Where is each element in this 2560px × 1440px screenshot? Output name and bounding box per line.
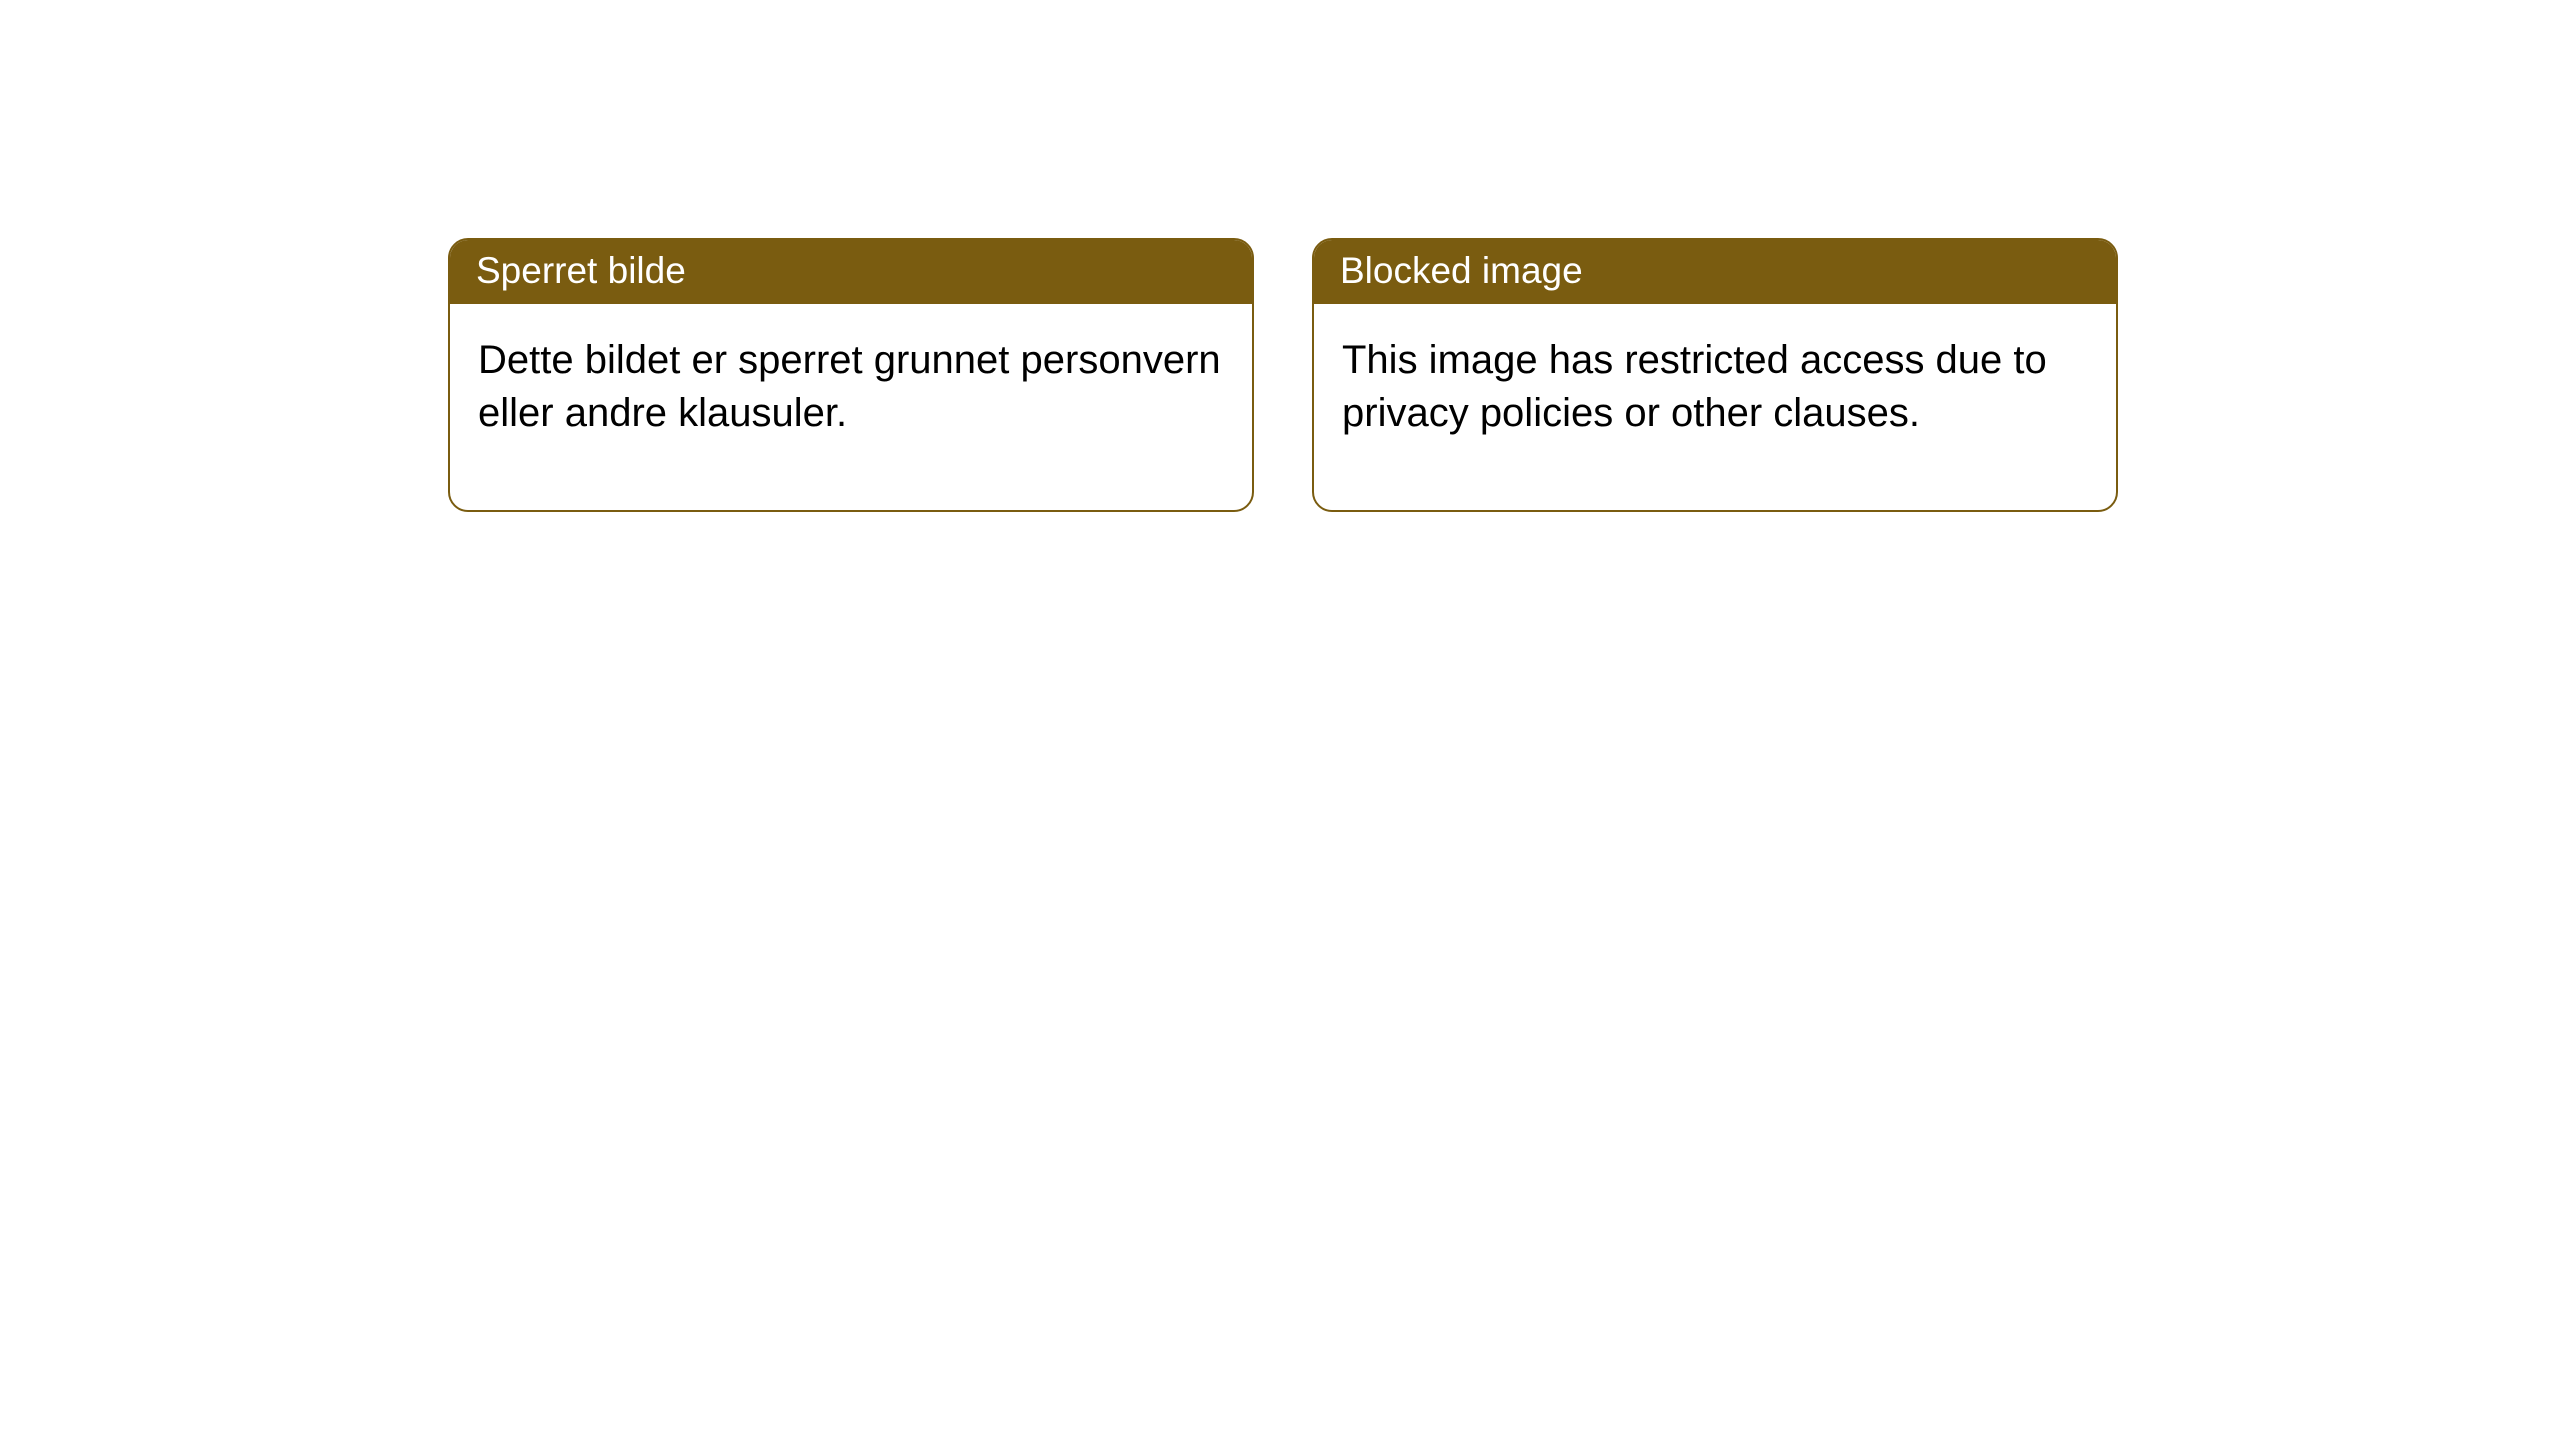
notice-container: Sperret bilde Dette bildet er sperret gr… bbox=[0, 0, 2560, 512]
card-header-text: Sperret bilde bbox=[476, 250, 686, 291]
card-body: Dette bildet er sperret grunnet personve… bbox=[450, 304, 1252, 510]
card-body-text: Dette bildet er sperret grunnet personve… bbox=[478, 338, 1221, 435]
notice-card-norwegian: Sperret bilde Dette bildet er sperret gr… bbox=[448, 238, 1254, 512]
notice-card-english: Blocked image This image has restricted … bbox=[1312, 238, 2118, 512]
card-header: Sperret bilde bbox=[450, 240, 1252, 304]
card-header: Blocked image bbox=[1314, 240, 2116, 304]
card-header-text: Blocked image bbox=[1340, 250, 1583, 291]
card-body-text: This image has restricted access due to … bbox=[1342, 338, 2047, 435]
card-body: This image has restricted access due to … bbox=[1314, 304, 2116, 510]
